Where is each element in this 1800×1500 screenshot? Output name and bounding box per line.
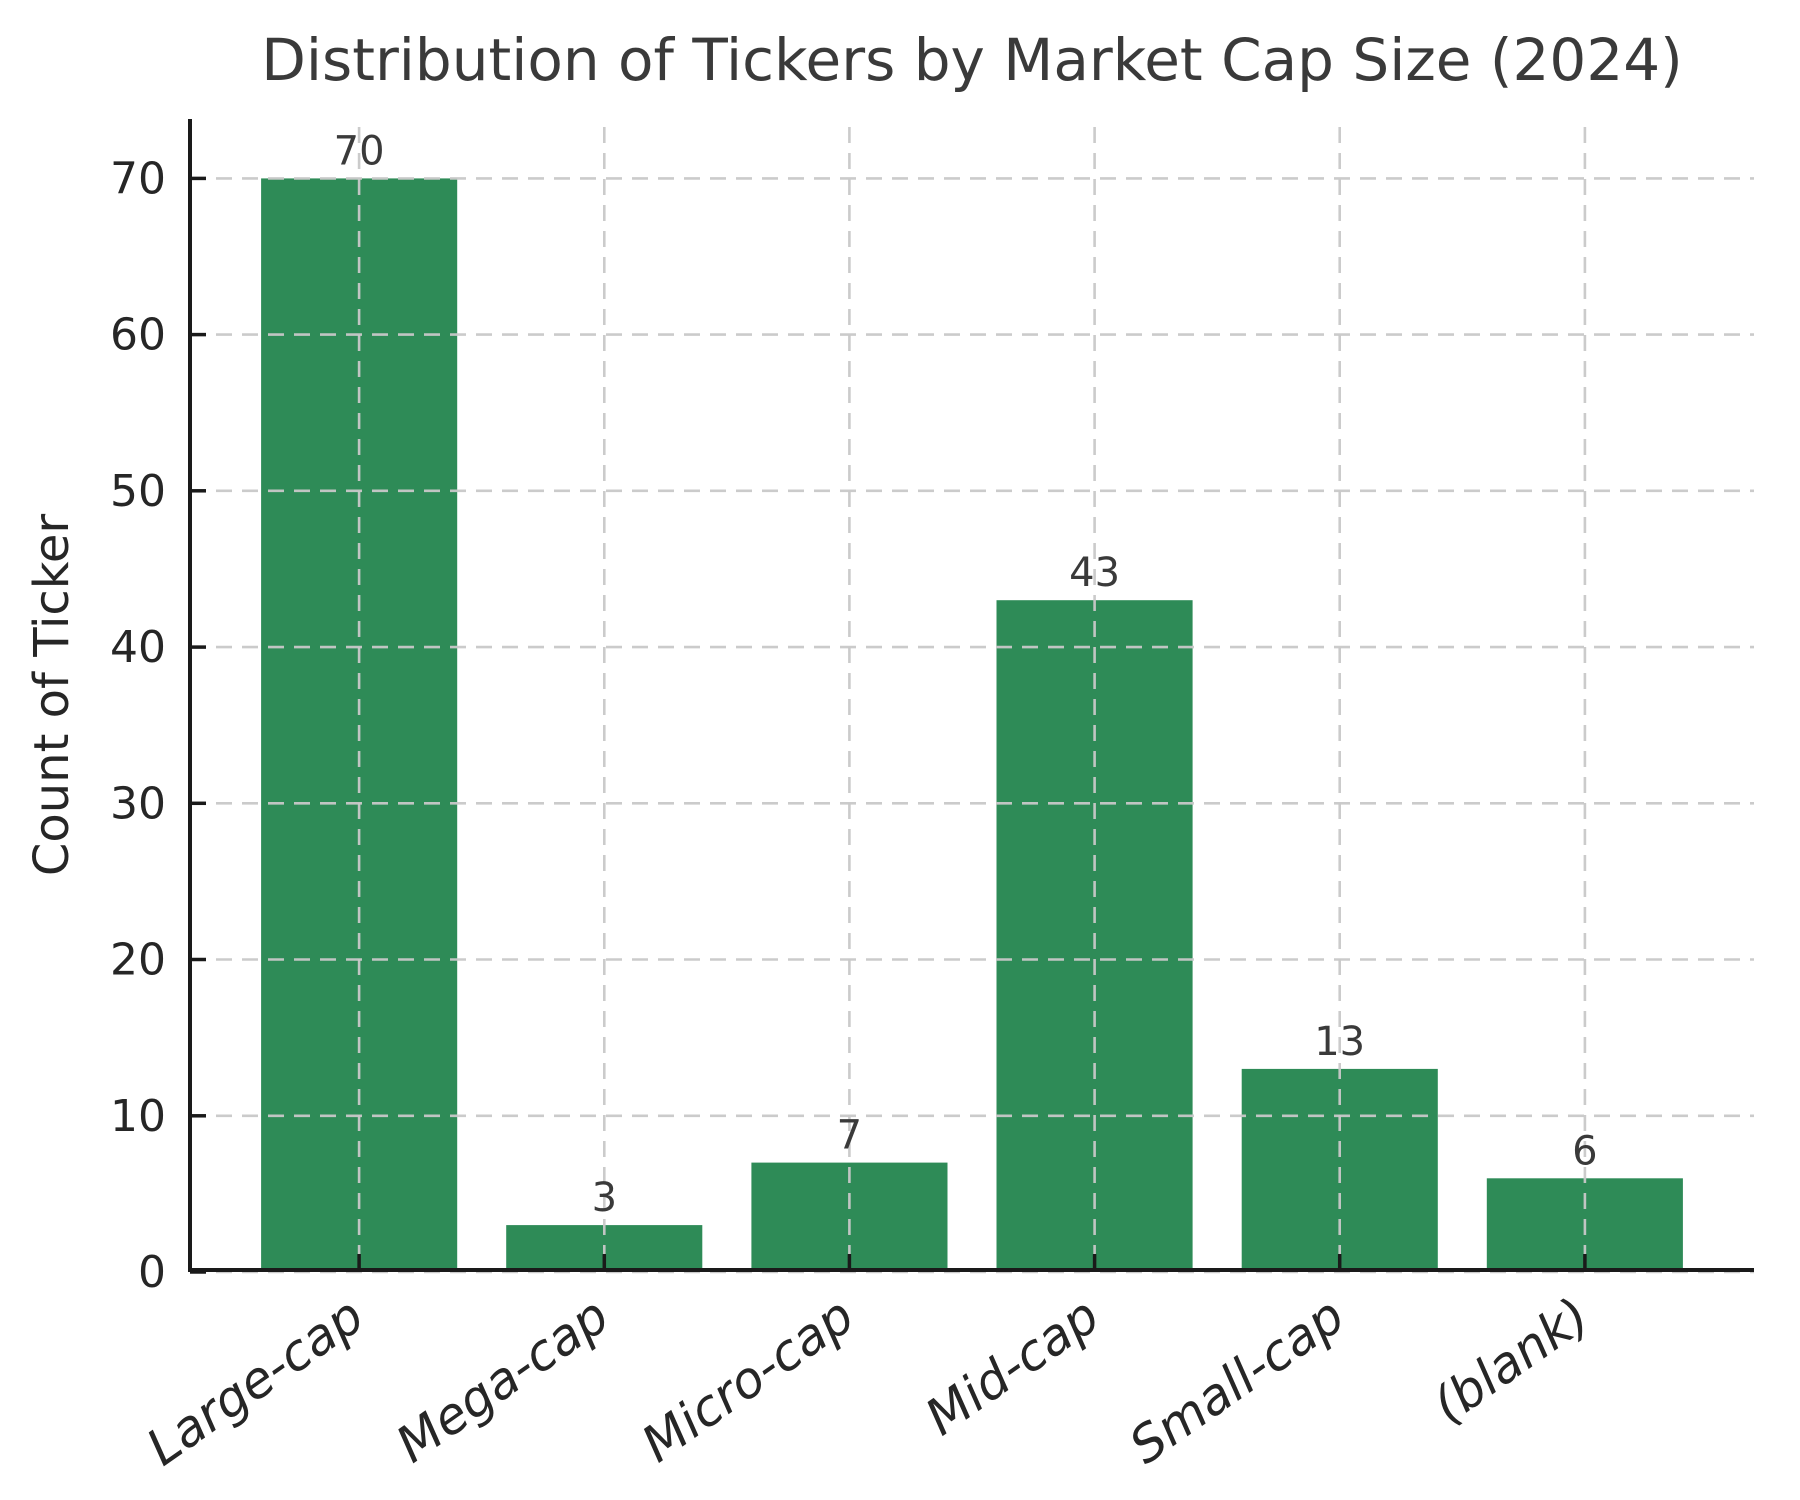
x-tick-label: (blank) — [1422, 1286, 1599, 1434]
bar-value-label: 7 — [837, 1113, 862, 1159]
x-tick-label: Mid-cap — [915, 1286, 1109, 1446]
x-tick-label: Mega-cap — [386, 1286, 619, 1474]
x-tick-label: Micro-cap — [631, 1286, 864, 1473]
bar-value-label: 43 — [1069, 550, 1120, 596]
y-tick-label: 30 — [110, 778, 166, 829]
bar-value-label: 6 — [1572, 1128, 1597, 1174]
y-tick-label: 20 — [110, 935, 166, 986]
bar-value-label: 13 — [1314, 1019, 1365, 1065]
y-tick-label: 70 — [110, 153, 166, 204]
x-tick-label: Small-cap — [1119, 1286, 1354, 1475]
y-tick-label: 60 — [110, 310, 166, 361]
y-tick-label: 50 — [110, 466, 166, 517]
y-tick-label: 0 — [138, 1247, 166, 1298]
chart-title: Distribution of Tickers by Market Cap Si… — [261, 26, 1683, 94]
x-tick-label: Large-cap — [136, 1286, 374, 1477]
bar-value-label: 3 — [592, 1175, 617, 1221]
y-axis-label: Count of Ticker — [24, 513, 80, 877]
bar-value-label: 70 — [334, 128, 385, 174]
bar-chart-plot: 0 10 20 30 40 50 60 70 Large-cap Mega-cap Micro-ca… — [110, 119, 1754, 1477]
y-tick-label: 10 — [110, 1091, 166, 1142]
y-tick-label: 40 — [110, 622, 166, 673]
